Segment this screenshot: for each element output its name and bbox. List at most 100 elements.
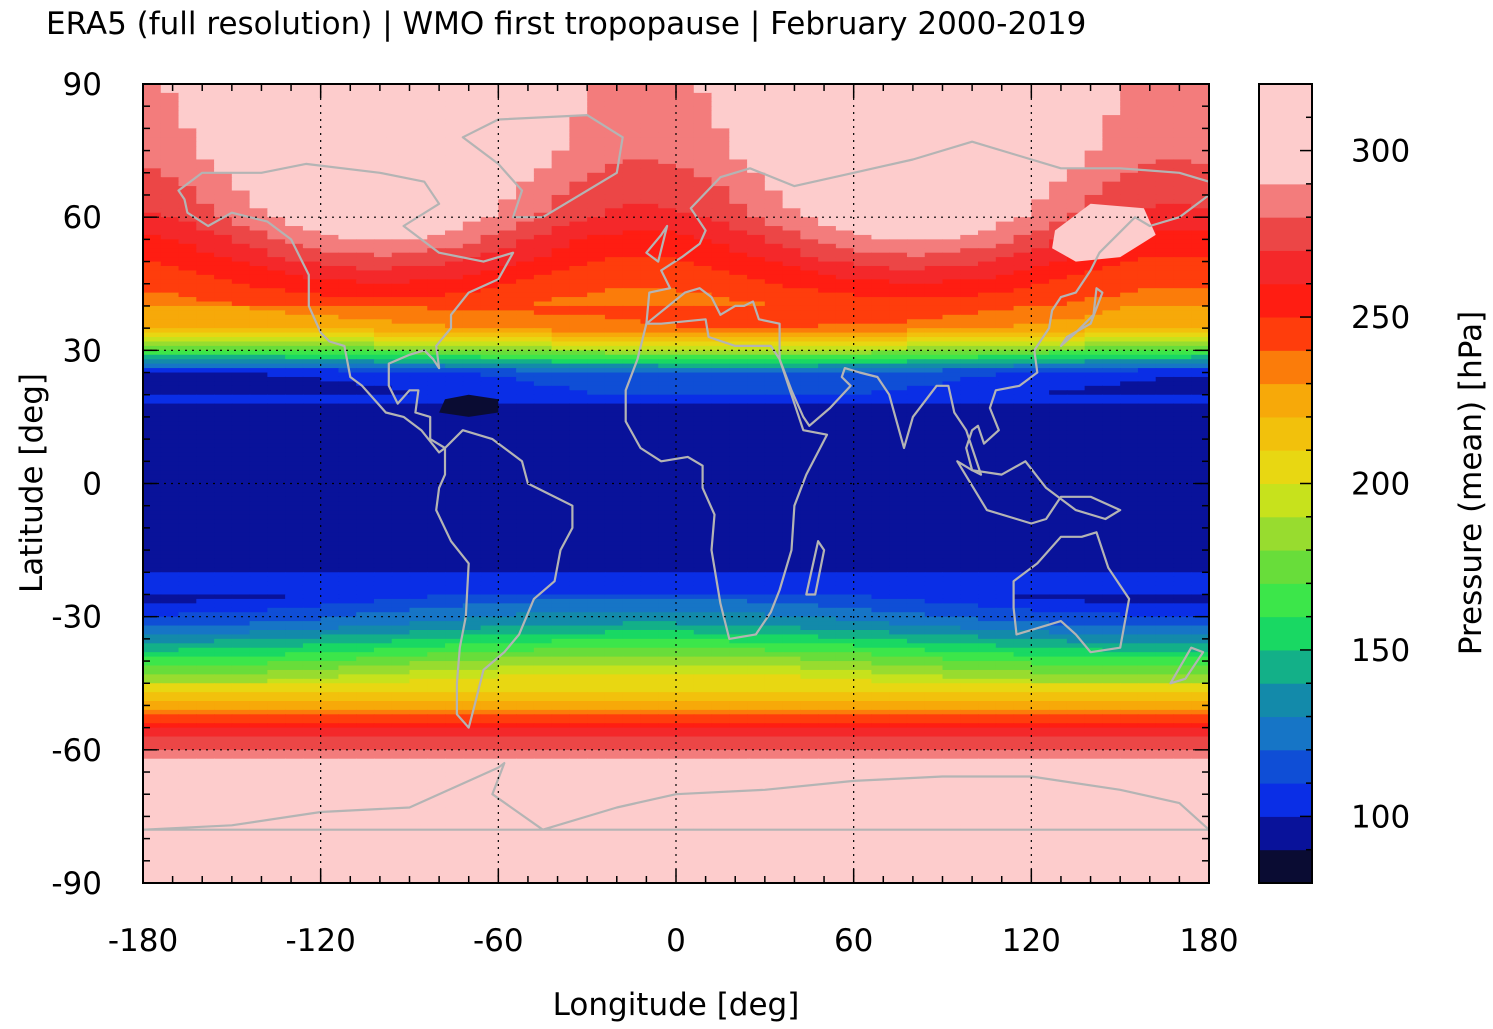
field-cell (1155, 416, 1175, 422)
field-cell (231, 297, 251, 303)
field-cell (711, 119, 730, 125)
field-cell (480, 106, 499, 112)
field-cell (160, 288, 180, 294)
field-cell (1031, 132, 1050, 138)
field-cell (942, 84, 961, 90)
field-cell (640, 194, 659, 201)
field-cell (729, 177, 748, 183)
field-cell (373, 97, 393, 103)
field-cell (231, 345, 251, 351)
field-cell (1049, 408, 1068, 414)
field-cell (747, 403, 766, 409)
field-cell (818, 350, 837, 356)
field-cell (214, 88, 233, 94)
field-cell (729, 447, 748, 454)
field-cell (285, 288, 304, 294)
field-cell (729, 141, 748, 147)
field-cell (516, 128, 535, 134)
field-cell (516, 443, 535, 449)
field-cell (960, 443, 979, 449)
field-cell (924, 416, 944, 422)
field-cell (604, 310, 624, 316)
field-cell (1155, 292, 1175, 298)
field-cell (995, 128, 1015, 134)
field-cell (1191, 394, 1209, 400)
field-cell (533, 408, 553, 414)
field-cell (214, 305, 233, 311)
field-cell (604, 421, 624, 427)
field-cell (622, 337, 642, 343)
field-cell (214, 239, 233, 245)
field-cell (942, 203, 961, 209)
field-cell (747, 265, 766, 272)
field-cell (480, 301, 499, 307)
field-cell (622, 217, 642, 223)
field-cell (356, 403, 375, 409)
field-cell (160, 283, 180, 289)
field-cell (285, 106, 304, 112)
field-cell (853, 385, 873, 391)
field-cell (622, 123, 642, 129)
field-cell (711, 159, 730, 165)
field-cell (1031, 261, 1050, 267)
field-cell (338, 234, 357, 240)
field-cell (373, 203, 393, 209)
field-cell (427, 97, 446, 103)
field-cell (906, 177, 926, 183)
field-cell (835, 155, 855, 161)
field-cell (356, 283, 375, 289)
field-cell (835, 101, 855, 107)
field-cell (871, 239, 890, 245)
field-cell (1102, 443, 1121, 449)
field-cell (285, 385, 304, 391)
field-cell (516, 132, 535, 138)
field-cell (818, 194, 837, 201)
field-cell (356, 230, 375, 236)
field-cell (551, 239, 570, 245)
field-cell (1031, 194, 1050, 201)
field-cell (462, 447, 482, 454)
field-cell (373, 305, 393, 311)
field-cell (338, 439, 357, 445)
field-cell (693, 159, 713, 165)
field-cell (658, 146, 677, 152)
field-cell (1031, 84, 1050, 90)
field-cell (516, 84, 535, 90)
field-cell (409, 252, 428, 258)
field-cell (320, 363, 340, 369)
field-cell (782, 194, 801, 201)
field-cell (480, 319, 499, 325)
field-cell (551, 243, 570, 249)
field-cell (249, 194, 268, 201)
field-cell (356, 101, 375, 107)
field-cell (391, 403, 411, 409)
field-cell (658, 88, 677, 94)
field-cell (818, 354, 837, 360)
field-cell (569, 212, 588, 218)
field-cell (498, 297, 517, 303)
field-cell (160, 106, 180, 112)
field-cell (906, 132, 926, 138)
field-cell (658, 217, 677, 223)
field-cell (427, 106, 446, 112)
field-cell (995, 217, 1015, 223)
field-cell (391, 288, 411, 294)
field-cell (764, 372, 784, 378)
field-cell (800, 270, 819, 276)
field-cell (551, 301, 570, 307)
field-cell (693, 230, 713, 236)
field-cell (764, 128, 784, 134)
field-cell (249, 101, 268, 107)
field-cell (1084, 292, 1103, 298)
field-cell (1173, 230, 1192, 236)
field-cell (516, 368, 535, 374)
field-cell (1137, 323, 1157, 329)
field-cell (302, 354, 322, 360)
field-cell (338, 84, 357, 90)
field-cell (782, 97, 801, 103)
field-cell (569, 394, 588, 400)
field-cell (462, 301, 482, 307)
field-cell (818, 328, 837, 334)
field-cell (871, 368, 890, 374)
field-cell (587, 394, 606, 400)
